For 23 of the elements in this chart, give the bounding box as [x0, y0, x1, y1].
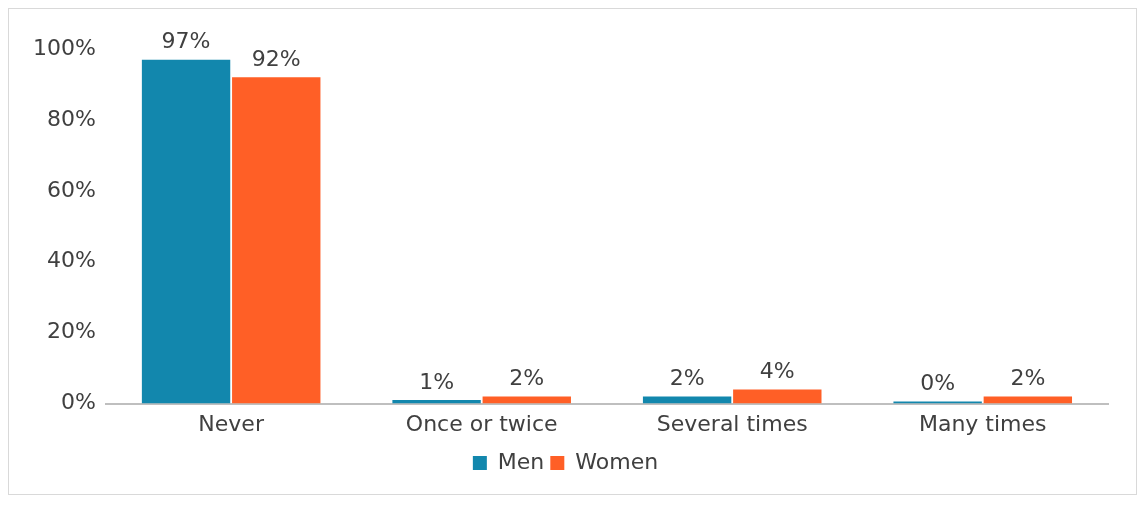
data-label: 2% — [669, 365, 705, 391]
data-label: 4% — [759, 358, 795, 384]
y-tick-label: 20% — [46, 318, 96, 344]
data-label: 0% — [920, 370, 956, 396]
bar — [232, 77, 321, 404]
y-tick-label: 80% — [46, 105, 96, 131]
x-tick-label: Several times — [656, 410, 808, 436]
data-label: 92% — [251, 46, 301, 72]
x-tick-label: Never — [198, 410, 265, 436]
x-tick-label: Once or twice — [405, 410, 558, 436]
data-label: 2% — [509, 365, 545, 391]
y-tick-label: 60% — [46, 176, 96, 202]
y-tick-label: 0% — [60, 389, 96, 415]
x-tick-label: Many times — [918, 410, 1047, 436]
legend-label: Men — [497, 448, 545, 474]
legend-label: Women — [575, 448, 659, 474]
y-tick-label: 100% — [32, 34, 96, 60]
bar — [733, 389, 822, 404]
data-label: 1% — [419, 368, 455, 394]
data-label: 97% — [161, 28, 211, 54]
y-tick-label: 40% — [46, 247, 96, 273]
bar — [141, 59, 231, 404]
data-label: 2% — [1010, 365, 1046, 391]
